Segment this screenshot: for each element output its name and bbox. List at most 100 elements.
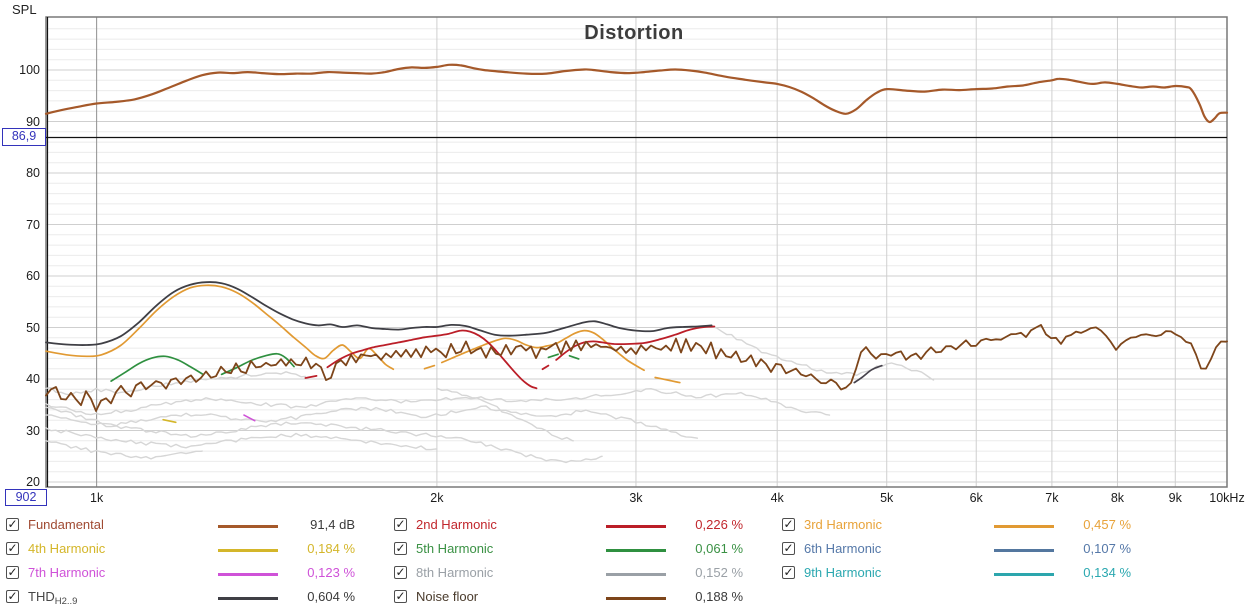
legend-checkbox[interactable]: ✓ bbox=[394, 517, 407, 531]
legend-label: 3rd Harmonic bbox=[804, 517, 883, 532]
curve-thd-dark-seg bbox=[853, 364, 883, 384]
legend-checkbox[interactable]: ✓ bbox=[6, 589, 19, 603]
legend-line-swatch bbox=[218, 597, 278, 600]
legend-checkbox[interactable]: ✓ bbox=[394, 589, 407, 603]
legend-value: 0,107 % bbox=[1083, 541, 1131, 556]
curve-h2 bbox=[555, 325, 716, 361]
legend-item: ✓ 8th Harmonic 0,152 % bbox=[394, 564, 746, 584]
legend-label: 2nd Harmonic bbox=[416, 517, 497, 532]
legend-checkbox[interactable]: ✓ bbox=[394, 541, 407, 555]
curve-h5 bbox=[568, 354, 580, 360]
chart-title: Distortion bbox=[584, 22, 684, 44]
curve-h2 bbox=[541, 364, 550, 371]
legend-label: Noise floor bbox=[416, 589, 479, 604]
y-tick-70: 70 bbox=[26, 217, 40, 232]
legend-checkbox[interactable]: ✓ bbox=[394, 565, 407, 579]
legend-line-swatch bbox=[218, 549, 278, 552]
legend-line-swatch bbox=[606, 573, 666, 576]
curve-fundamental bbox=[44, 63, 1229, 124]
legend-item: ✓ 3rd Harmonic 0,457 % bbox=[782, 516, 1134, 536]
legend-label: Fundamental bbox=[28, 517, 104, 532]
curve-noise-floor bbox=[45, 324, 1228, 412]
legend-label: 4th Harmonic bbox=[28, 541, 106, 556]
x-tick-8k: 8k bbox=[1110, 491, 1125, 505]
legend-value: 0,226 % bbox=[695, 517, 743, 532]
legend-item: ✓ 5th Harmonic 0,061 % bbox=[394, 540, 746, 560]
legend-value: 0,134 % bbox=[1083, 565, 1131, 580]
y-tick-60: 60 bbox=[26, 269, 40, 283]
curve-h3 bbox=[45, 284, 395, 371]
legend-checkbox[interactable]: ✓ bbox=[782, 565, 795, 579]
curve-greyed-harmonic-segments bbox=[45, 440, 203, 460]
legend-label: 6th Harmonic bbox=[804, 541, 882, 556]
x-tick-10kHz: 10kHz bbox=[1209, 491, 1245, 505]
curve-greyed-harmonic-segments bbox=[45, 371, 307, 396]
curve-greyed-harmonic-segments bbox=[45, 405, 699, 439]
y-tick-90: 90 bbox=[26, 114, 40, 129]
curve-h5 bbox=[547, 353, 559, 359]
legend-item: ✓ Noise floor 0,188 % bbox=[394, 588, 746, 608]
legend-line-swatch bbox=[606, 525, 666, 528]
curve-h2 bbox=[304, 375, 318, 379]
x-tick-9k: 9k bbox=[1168, 491, 1182, 505]
legend-checkbox[interactable]: ✓ bbox=[782, 517, 795, 531]
x-tick-2k: 2k bbox=[430, 491, 444, 505]
legend-value: 91,4 dB bbox=[310, 517, 355, 532]
legend-label: 7th Harmonic bbox=[28, 565, 106, 580]
y-tick-20: 20 bbox=[26, 475, 40, 489]
curve-h3 bbox=[423, 364, 436, 370]
x-tick-1k: 1k bbox=[90, 491, 104, 505]
y-axis-title: SPL bbox=[12, 2, 37, 17]
legend-label: 5th Harmonic bbox=[416, 541, 494, 556]
legend-item: ✓ Fundamental 91,4 dB bbox=[6, 516, 358, 536]
curve-h3 bbox=[654, 376, 681, 384]
plot-frame bbox=[45, 16, 1228, 488]
cursor-spl-readout: 86,9 bbox=[2, 128, 46, 147]
legend-item: ✓ 6th Harmonic 0,107 % bbox=[782, 540, 1134, 560]
legend-item: ✓ 2nd Harmonic 0,226 % bbox=[394, 516, 746, 536]
curve-h2 bbox=[326, 329, 538, 390]
x-tick-7k: 7k bbox=[1045, 491, 1059, 505]
y-tick-40: 40 bbox=[26, 372, 40, 386]
distortion-plot[interactable]: SPL Distortion 20 30 40 50 60 70 80 90 100 1k 2k 3… bbox=[0, 0, 1248, 512]
legend-line-swatch bbox=[218, 525, 278, 528]
legend-label: 9th Harmonic bbox=[804, 565, 882, 580]
legend-value: 0,457 % bbox=[1083, 517, 1131, 532]
x-tick-3k: 3k bbox=[629, 491, 643, 505]
legend-checkbox[interactable]: ✓ bbox=[6, 517, 19, 531]
legend-item: ✓ THDH2..9 0,604 % bbox=[6, 588, 358, 608]
curve-h5 bbox=[110, 355, 204, 382]
legend-value: 0,184 % bbox=[307, 541, 355, 556]
legend-line-swatch bbox=[606, 597, 666, 600]
legend-label: THDH2..9 bbox=[28, 589, 78, 607]
curve-h4 bbox=[162, 418, 177, 424]
legend-line-swatch bbox=[606, 549, 666, 552]
y-tick-30: 30 bbox=[26, 423, 40, 438]
legend-value: 0,152 % bbox=[695, 565, 743, 580]
legend-value: 0,061 % bbox=[695, 541, 743, 556]
legend-label-subscript: H2..9 bbox=[54, 596, 78, 607]
legend-line-swatch bbox=[994, 573, 1054, 576]
legend-label: 8th Harmonic bbox=[416, 565, 494, 580]
x-tick-4k: 4k bbox=[770, 491, 784, 505]
legend-checkbox[interactable]: ✓ bbox=[6, 541, 19, 555]
legend-checkbox[interactable]: ✓ bbox=[6, 565, 19, 579]
legend-value: 0,604 % bbox=[307, 589, 355, 604]
curve-greyed-harmonic-segments bbox=[45, 427, 438, 451]
plot-canvas[interactable] bbox=[0, 0, 1248, 512]
curve-greyed-harmonic-segments bbox=[436, 387, 574, 442]
legend-item: ✓ 9th Harmonic 0,134 % bbox=[782, 564, 1134, 584]
curve-h7 bbox=[243, 414, 256, 422]
legend-line-swatch bbox=[994, 525, 1054, 528]
legend-item: ✓ 4th Harmonic 0,184 % bbox=[6, 540, 358, 560]
legend-checkbox[interactable]: ✓ bbox=[782, 541, 795, 555]
cursor-frequency-readout: 902 bbox=[5, 489, 47, 506]
legend-line-swatch bbox=[994, 549, 1054, 552]
curve-greyed-harmonic-segments bbox=[710, 325, 935, 381]
curve-h5 bbox=[220, 352, 295, 376]
legend-value: 0,123 % bbox=[307, 565, 355, 580]
x-tick-5k: 5k bbox=[880, 491, 894, 505]
y-tick-80: 80 bbox=[26, 166, 40, 180]
y-tick-100: 100 bbox=[19, 63, 40, 77]
legend-line-swatch bbox=[218, 573, 278, 576]
